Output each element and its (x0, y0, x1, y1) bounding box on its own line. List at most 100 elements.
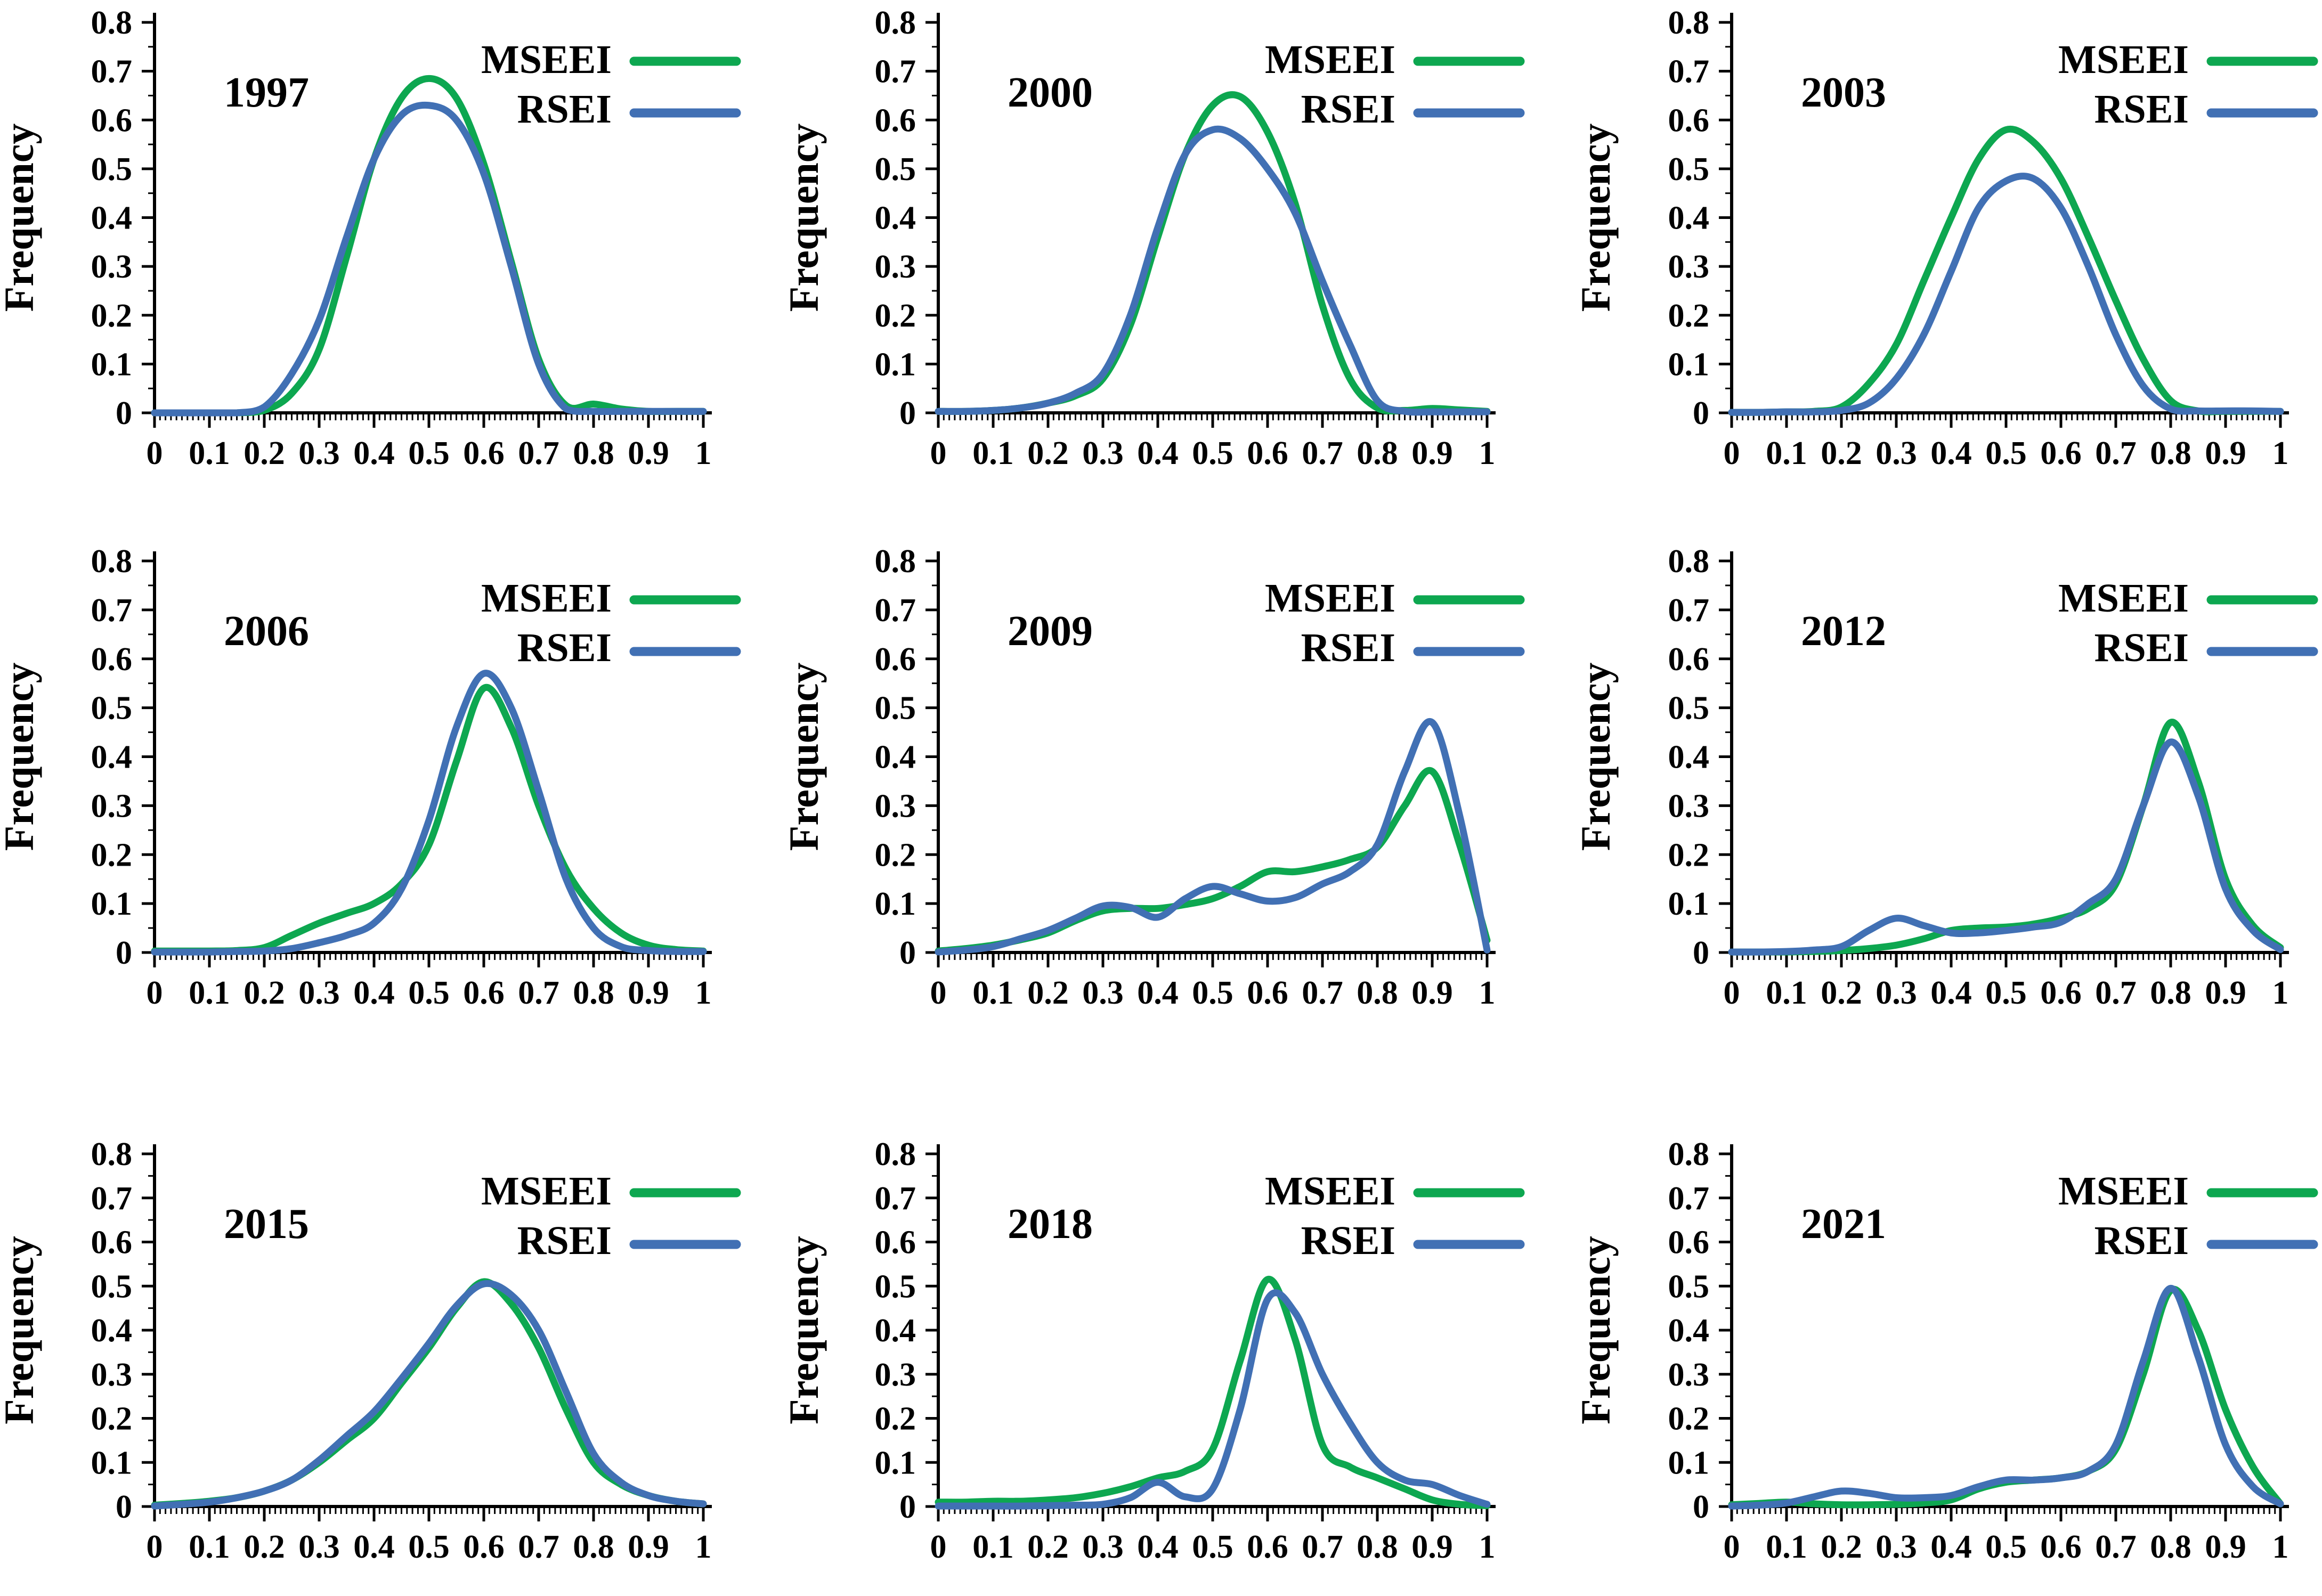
x-tick-label: 0 (1724, 1529, 1740, 1565)
y-tick-label: 0.2 (1668, 837, 1710, 873)
x-tick-label: 0.8 (573, 435, 614, 471)
legend-label-mseei: MSEEI (1265, 1169, 1395, 1214)
y-tick-label: 0.6 (875, 102, 916, 139)
y-tick-label: 0 (116, 1489, 132, 1525)
legend-label-rsei: RSEI (1301, 87, 1395, 132)
x-tick-label: 0.3 (1876, 975, 1917, 1011)
x-tick-label: 0.6 (463, 975, 505, 1011)
y-tick-label: 0.2 (91, 298, 133, 334)
x-tick-label: 0.6 (2040, 975, 2082, 1011)
x-tick-label: 0.4 (1930, 975, 1972, 1011)
y-tick-label: 0.4 (1668, 1313, 1710, 1349)
x-tick-label: 0.5 (1985, 975, 2027, 1011)
y-tick-label: 0 (116, 935, 132, 971)
y-axis-title: Frequency (1572, 663, 1619, 851)
x-tick-label: 0.7 (2095, 975, 2137, 1011)
x-tick-label: 0.7 (1302, 975, 1343, 1011)
legend-label-rsei: RSEI (517, 87, 612, 132)
x-tick-label: 0.2 (1027, 435, 1069, 471)
x-tick-label: 0.8 (1357, 975, 1398, 1011)
legend-label-mseei: MSEEI (481, 1169, 612, 1214)
y-axis-title: Frequency (1572, 1236, 1619, 1424)
legend-label-rsei: RSEI (2094, 87, 2189, 132)
year-label: 1997 (224, 69, 309, 116)
x-tick-label: 0.5 (408, 435, 450, 471)
x-tick-label: 0.5 (1985, 435, 2027, 471)
y-tick-label: 0.3 (91, 249, 133, 285)
chart-svg-2021: 0 0.1 0.2 0.3 0.4 0.5 0.6 0.7 0.8 0 0.1 0.2 0.3 0.4 0.… (1572, 1136, 2318, 1565)
chart-cell-2009: 0 0.1 0.2 0.3 0.4 0.5 0.6 0.7 0.8 0 0.1 0.2 0.3 0.4 0.… (774, 532, 1548, 1063)
y-tick-label: 0.3 (875, 788, 916, 824)
year-label: 2006 (224, 608, 309, 655)
x-tick-label: 0.8 (2150, 975, 2191, 1011)
chart-cell-2000: 0 0.1 0.2 0.3 0.4 0.5 0.6 0.7 0.8 0 0.1 0.2 0.3 0.4 0.… (774, 0, 1548, 532)
x-tick-label: 0.8 (2150, 435, 2191, 471)
legend-label-rsei: RSEI (1301, 1218, 1395, 1263)
x-tick-label: 0 (147, 435, 163, 471)
y-tick-label: 0 (899, 935, 916, 971)
y-tick-label: 0.5 (1668, 690, 1710, 727)
y-tick-label: 0 (899, 395, 916, 431)
x-tick-label: 0.2 (1821, 975, 1862, 1011)
x-tick-label: 1 (2272, 975, 2289, 1011)
x-tick-label: 0.2 (1821, 1529, 1862, 1565)
curve-mseei-2015 (151, 1278, 707, 1509)
curve-rsei-2015 (151, 1280, 707, 1510)
curve-rsei-2003 (1728, 173, 2284, 416)
y-tick-label: 0.5 (1668, 1268, 1710, 1305)
y-tick-label: 0.3 (91, 788, 133, 824)
y-tick-label: 0.3 (875, 1357, 916, 1393)
curve-mseei-2012 (1728, 719, 2284, 956)
x-tick-label: 0.1 (189, 1529, 230, 1565)
y-tick-label: 0.4 (875, 1313, 916, 1349)
y-tick-label: 0.8 (91, 1136, 133, 1172)
year-label: 2018 (1008, 1201, 1093, 1248)
year-label: 2021 (1801, 1201, 1886, 1248)
x-tick-label: 0.5 (408, 1529, 450, 1565)
y-tick-label: 0.6 (1668, 102, 1710, 139)
x-tick-label: 0.7 (1302, 435, 1343, 471)
x-tick-label: 0.3 (1082, 435, 1124, 471)
y-tick-label: 0.4 (1668, 200, 1710, 237)
y-tick-label: 0.7 (91, 54, 133, 90)
x-tick-label: 0.3 (1082, 1529, 1124, 1565)
legend-label-mseei: MSEEI (2058, 576, 2189, 621)
x-tick-label: 0.2 (243, 435, 285, 471)
x-tick-label: 1 (695, 1529, 712, 1565)
y-tick-label: 0.8 (1668, 543, 1710, 580)
x-tick-label: 0.4 (353, 435, 395, 471)
y-tick-label: 0.1 (1668, 346, 1710, 382)
y-axis-title: Frequency (0, 124, 42, 312)
x-tick-label: 0.1 (189, 975, 230, 1011)
y-tick-label: 0.1 (91, 346, 133, 382)
x-tick-label: 0.4 (1137, 975, 1179, 1011)
y-tick-label: 0.1 (875, 1445, 916, 1481)
legend-label-mseei: MSEEI (1265, 576, 1395, 621)
curve-rsei-2000 (935, 125, 1491, 416)
x-tick-label: 0.2 (243, 1529, 285, 1565)
y-tick-label: 0.4 (91, 200, 133, 237)
x-tick-label: 1 (1479, 1529, 1496, 1565)
chart-svg-2015: 0 0.1 0.2 0.3 0.4 0.5 0.6 0.7 0.8 0 0.1 0.2 0.3 0.4 0.… (0, 1136, 741, 1565)
y-tick-label: 0.5 (91, 1268, 133, 1305)
legend-label-mseei: MSEEI (2058, 1169, 2189, 1214)
x-tick-label: 0.9 (628, 1529, 669, 1565)
chart-cell-1997: 0 0.1 0.2 0.3 0.4 0.5 0.6 0.7 0.8 0 0.1 0.2 0.3 0.4 0.… (0, 0, 774, 532)
x-tick-label: 0.1 (1766, 975, 1807, 1011)
x-tick-label: 1 (695, 975, 712, 1011)
y-tick-label: 0 (116, 395, 132, 431)
x-tick-label: 0.1 (972, 975, 1014, 1011)
x-tick-label: 0.1 (1766, 435, 1807, 471)
y-tick-label: 0.2 (875, 1401, 916, 1437)
x-tick-label: 0.5 (1192, 1529, 1233, 1565)
y-tick-label: 0.1 (91, 886, 133, 922)
y-tick-label: 0.5 (91, 690, 133, 727)
y-tick-label: 0.8 (875, 543, 916, 580)
x-tick-label: 0.9 (2205, 1529, 2246, 1565)
x-tick-label: 0 (930, 1529, 947, 1565)
y-tick-label: 0.6 (91, 641, 133, 678)
y-tick-label: 0.6 (875, 1225, 916, 1261)
y-tick-label: 0.3 (1668, 788, 1710, 824)
x-tick-label: 0.3 (1082, 975, 1124, 1011)
legend-label-rsei: RSEI (1301, 625, 1395, 670)
